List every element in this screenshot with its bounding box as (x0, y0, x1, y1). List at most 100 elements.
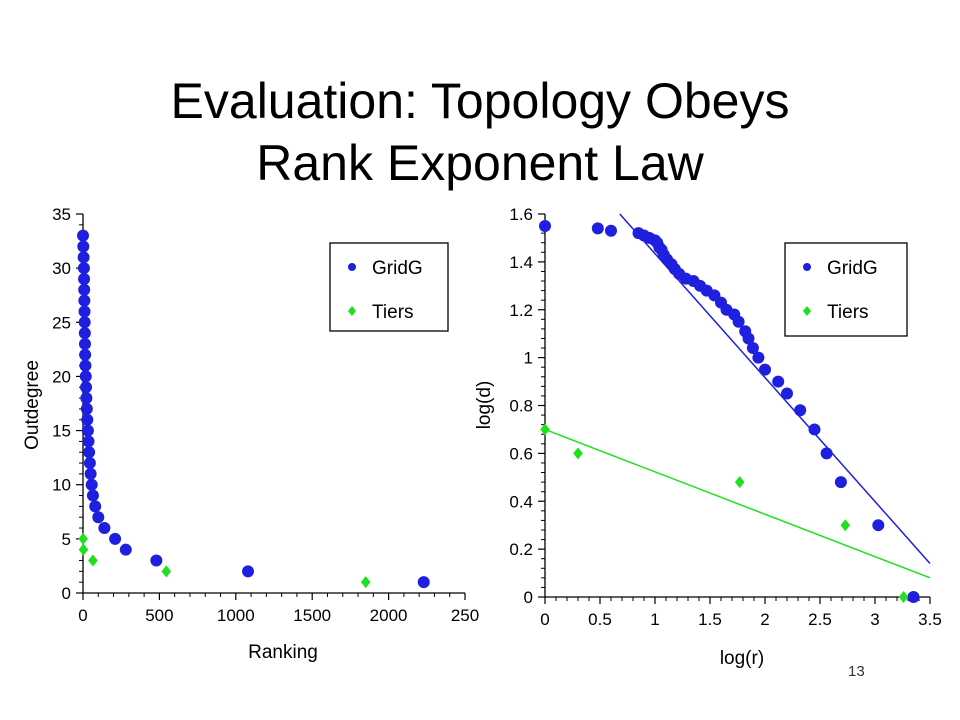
data-point-gridg (794, 404, 807, 417)
y-tick-label: 20 (52, 367, 71, 386)
y-tick-label: 0.2 (509, 540, 533, 559)
data-point-gridg (80, 392, 93, 405)
y-tick-label: 0.8 (509, 397, 533, 416)
legend-box (329, 242, 449, 332)
legend-label-tiers: Tiers (827, 302, 869, 323)
data-point-gridg (89, 500, 102, 513)
data-point-gridg (834, 476, 847, 489)
x-tick-label: 1 (650, 610, 659, 629)
data-point-gridg (78, 327, 91, 340)
data-point-gridg (78, 294, 91, 307)
x-tick-label: 1.5 (698, 610, 722, 629)
x-tick-label: 0 (540, 610, 549, 629)
data-point-gridg (772, 375, 785, 388)
x-tick-label: 3.5 (918, 610, 942, 629)
log-outdegree-vs-log-rank-chart: 0 0.5 1 1.5 2 2.5 3 3.5 0 0.2 0.4 0.6 0.8 1 1.2 1.4 1.6 l… (474, 205, 942, 669)
data-point-gridg (752, 351, 765, 364)
y-tick-label: 5 (62, 530, 71, 549)
data-point-tiers (540, 423, 550, 436)
x-tick-label: 0 (78, 606, 87, 625)
data-point-gridg (732, 315, 745, 328)
y-tick-label: 0 (524, 588, 533, 607)
data-point-gridg (80, 402, 93, 415)
x-tick-label: 2.5 (808, 610, 832, 629)
data-point-gridg (781, 387, 793, 400)
data-point-gridg (605, 224, 617, 237)
legend-box (784, 242, 908, 337)
y-tick-label: 35 (52, 205, 71, 224)
data-point-gridg (759, 363, 771, 376)
data-point-gridg (742, 332, 755, 345)
legend-label-tiers: Tiers (372, 302, 414, 323)
data-point-gridg (77, 262, 90, 275)
page-number: 13 (848, 663, 865, 680)
data-point-gridg (417, 576, 430, 589)
data-point-gridg (78, 337, 91, 350)
y-axis-label: log(d) (474, 381, 495, 430)
x-tick-label: 2000 (370, 606, 408, 625)
data-point-tiers (840, 519, 851, 532)
data-point-gridg (83, 457, 96, 470)
outdegree-vs-ranking-chart: 0 500 1000 1500 2000 25005101520253035Ranking… (22, 205, 479, 663)
data-point-gridg (79, 359, 92, 372)
y-tick-label: 0 (62, 584, 71, 603)
x-tick-label: 0.5 (588, 610, 612, 629)
data-point-gridg (77, 240, 90, 253)
data-point-gridg (82, 435, 95, 448)
data-point-gridg (591, 222, 604, 235)
y-tick-label: 25 (52, 313, 71, 332)
data-point-tiers (88, 554, 98, 567)
data-point-tiers (78, 543, 89, 556)
fit-line-tiers (544, 428, 931, 579)
x-tick-label: 500 (145, 606, 173, 625)
legend-marker-gridg (803, 263, 811, 271)
data-point-gridg (92, 511, 105, 524)
data-point-tiers (360, 576, 371, 589)
x-tick-label: 3 (870, 610, 879, 629)
data-point-gridg (85, 478, 98, 491)
data-point-gridg (109, 532, 122, 545)
legend-marker-tiers (348, 306, 356, 316)
data-point-gridg (84, 467, 97, 480)
y-tick-label: 10 (52, 476, 71, 495)
data-point-gridg (150, 554, 163, 567)
data-point-tiers (573, 447, 583, 460)
data-point-gridg (78, 305, 91, 318)
y-axis-label: Outdegree (22, 360, 43, 450)
x-tick-label: 1000 (217, 606, 255, 625)
y-tick-label: 30 (52, 259, 71, 278)
y-tick-label: 15 (52, 422, 71, 441)
y-tick-label: 1 (524, 349, 533, 368)
data-point-gridg (539, 219, 551, 232)
data-point-gridg (242, 565, 255, 578)
x-axis-label: log(r) (720, 648, 764, 669)
data-point-gridg (77, 229, 89, 242)
data-point-gridg (80, 381, 93, 394)
slide-title-line-1: Evaluation: Topology Obeys (170, 73, 790, 129)
data-point-gridg (907, 591, 920, 603)
data-point-gridg (81, 413, 94, 426)
y-tick-label: 1.4 (509, 253, 533, 272)
data-point-gridg (98, 522, 111, 535)
y-tick-label: 1.6 (509, 205, 533, 224)
data-point-gridg (78, 272, 91, 285)
legend-label-gridg: GridG (372, 258, 423, 279)
y-tick-label: 0.4 (509, 492, 533, 511)
data-point-tiers (734, 476, 745, 489)
data-point-gridg (119, 543, 132, 556)
data-point-gridg (78, 316, 91, 329)
data-point-gridg (746, 342, 759, 355)
data-point-gridg (83, 446, 96, 459)
x-axis-label: Ranking (248, 642, 318, 663)
legend-label-gridg: GridG (827, 258, 878, 279)
data-point-gridg (79, 348, 92, 361)
data-point-gridg (77, 251, 90, 264)
slide-title-line-2: Rank Exponent Law (256, 135, 704, 191)
data-point-gridg (872, 519, 885, 532)
y-tick-label: 1.2 (509, 301, 533, 320)
data-point-gridg (820, 447, 833, 460)
x-tick-label: 250 (451, 606, 479, 625)
data-point-tiers (78, 532, 88, 545)
